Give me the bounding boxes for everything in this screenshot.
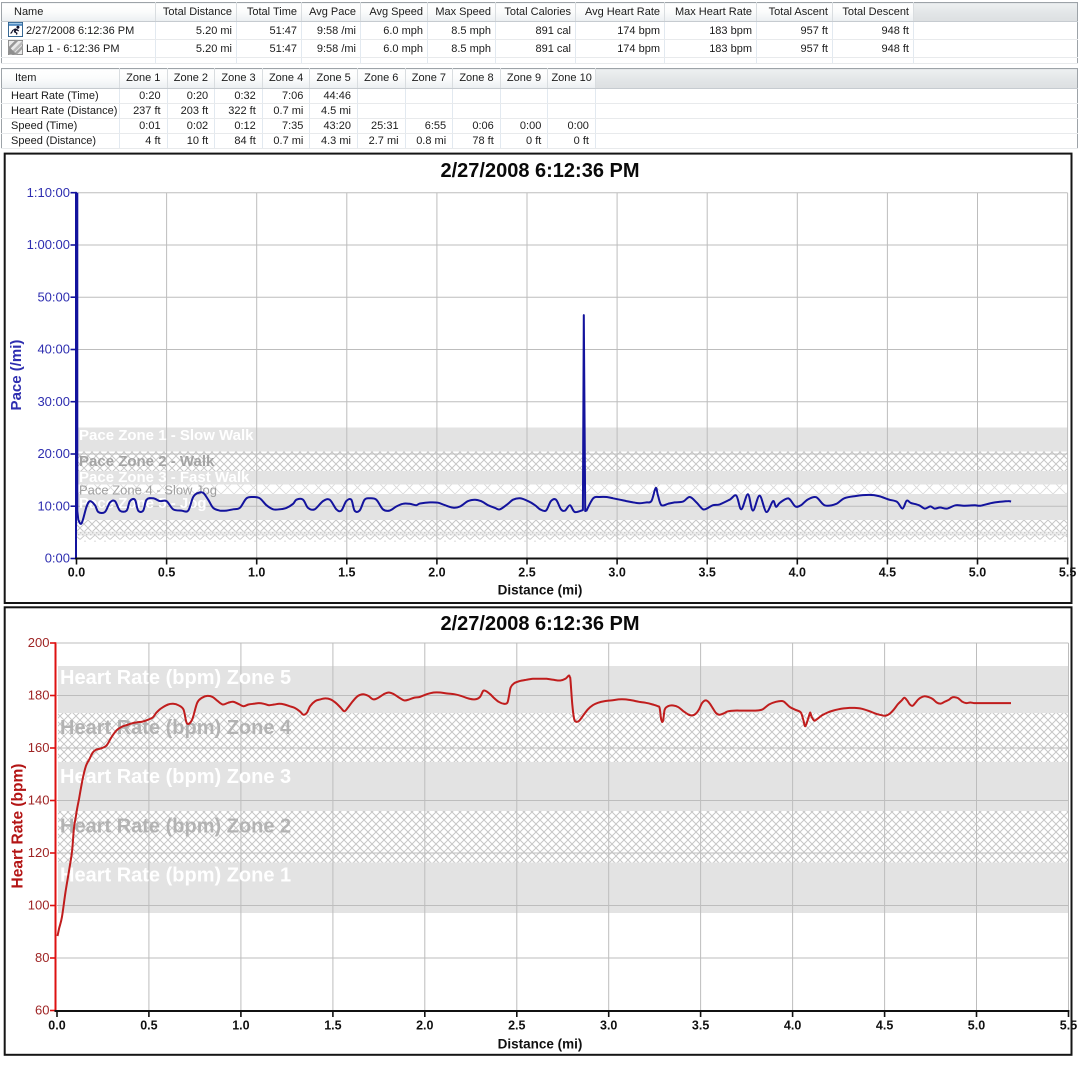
svg-text:4.0: 4.0 — [789, 566, 806, 580]
svg-text:2.0: 2.0 — [416, 1019, 433, 1033]
svg-text:1.5: 1.5 — [338, 566, 355, 580]
svg-text:3.5: 3.5 — [692, 1019, 709, 1033]
svg-text:Pace Zone 3 - Fast Walk: Pace Zone 3 - Fast Walk — [79, 469, 250, 486]
svg-text:0.0: 0.0 — [48, 1019, 65, 1033]
svg-text:0.5: 0.5 — [140, 1019, 157, 1033]
svg-text:50:00: 50:00 — [37, 289, 70, 304]
svg-text:4.5: 4.5 — [879, 566, 896, 580]
svg-text:20:00: 20:00 — [37, 446, 70, 461]
svg-text:1:00:00: 1:00:00 — [27, 237, 70, 252]
svg-text:Distance (mi): Distance (mi) — [498, 583, 583, 598]
svg-text:1.0: 1.0 — [248, 566, 265, 580]
svg-text:Pace Zone 4 - Slow Jog: Pace Zone 4 - Slow Jog — [79, 483, 217, 498]
svg-text:Heart Rate (bpm) Zone 5: Heart Rate (bpm) Zone 5 — [60, 667, 291, 689]
svg-text:0:00: 0:00 — [45, 551, 70, 566]
svg-text:2/27/2008 6:12:36 PM: 2/27/2008 6:12:36 PM — [440, 160, 639, 182]
svg-text:2.0: 2.0 — [428, 566, 445, 580]
svg-text:140: 140 — [28, 793, 50, 808]
svg-text:5.0: 5.0 — [968, 1019, 985, 1033]
svg-text:Heart Rate (bpm): Heart Rate (bpm) — [10, 764, 27, 889]
svg-text:3.0: 3.0 — [608, 566, 625, 580]
svg-text:2.5: 2.5 — [508, 1019, 525, 1033]
svg-text:4.0: 4.0 — [784, 1019, 801, 1033]
svg-text:40:00: 40:00 — [37, 342, 70, 357]
svg-text:2/27/2008 6:12:36 PM: 2/27/2008 6:12:36 PM — [440, 613, 639, 635]
svg-text:Heart Rate (bpm) Zone 1: Heart Rate (bpm) Zone 1 — [60, 864, 291, 886]
svg-text:3.0: 3.0 — [600, 1019, 617, 1033]
svg-text:120: 120 — [28, 845, 50, 860]
svg-text:Pace (/mi): Pace (/mi) — [8, 340, 25, 411]
svg-text:1.0: 1.0 — [232, 1019, 249, 1033]
svg-text:160: 160 — [28, 740, 50, 755]
svg-text:Heart Rate (bpm) Zone 3: Heart Rate (bpm) Zone 3 — [60, 766, 291, 788]
svg-text:0.5: 0.5 — [158, 566, 175, 580]
svg-text:180: 180 — [28, 688, 50, 703]
svg-text:100: 100 — [28, 898, 50, 913]
svg-text:Heart Rate (bpm) Zone 2: Heart Rate (bpm) Zone 2 — [60, 815, 291, 837]
svg-text:30:00: 30:00 — [37, 394, 70, 409]
svg-text:Pace Zone 1 - Slow Walk: Pace Zone 1 - Slow Walk — [79, 427, 254, 444]
svg-text:4.5: 4.5 — [876, 1019, 893, 1033]
svg-text:60: 60 — [35, 1003, 49, 1018]
svg-text:1.5: 1.5 — [324, 1019, 341, 1033]
svg-text:5.5: 5.5 — [1059, 566, 1076, 580]
svg-text:Distance (mi): Distance (mi) — [498, 1037, 583, 1052]
svg-text:Pace Zone 2 - Walk: Pace Zone 2 - Walk — [79, 453, 215, 470]
svg-text:10:00: 10:00 — [37, 498, 70, 513]
svg-text:80: 80 — [35, 950, 49, 965]
svg-text:1:10:00: 1:10:00 — [27, 185, 70, 200]
svg-text:5.5: 5.5 — [1060, 1019, 1077, 1033]
svg-text:Pace Zone 5 - Jog: Pace Zone 5 - Jog — [79, 495, 207, 512]
svg-text:200: 200 — [28, 635, 50, 650]
svg-text:5.0: 5.0 — [969, 566, 986, 580]
svg-text:3.5: 3.5 — [699, 566, 716, 580]
svg-text:0.0: 0.0 — [68, 566, 85, 580]
svg-text:2.5: 2.5 — [518, 566, 535, 580]
svg-text:Heart Rate (bpm) Zone 4: Heart Rate (bpm) Zone 4 — [60, 717, 292, 739]
